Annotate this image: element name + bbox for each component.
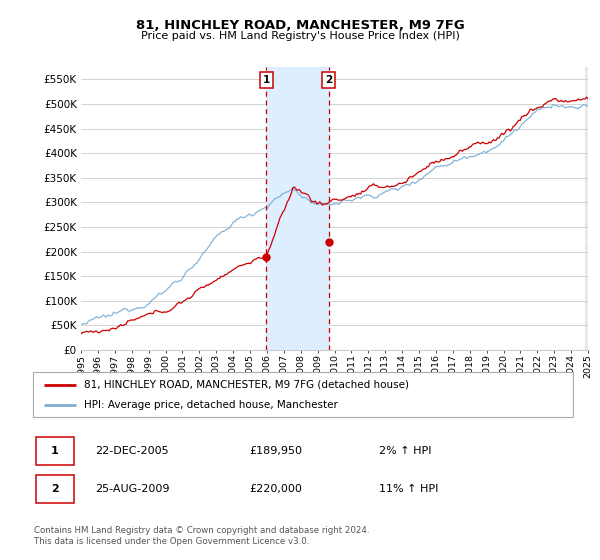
Text: HPI: Average price, detached house, Manchester: HPI: Average price, detached house, Manc… xyxy=(84,400,338,410)
FancyBboxPatch shape xyxy=(36,437,74,465)
Bar xyxy=(266,67,329,350)
Text: 2: 2 xyxy=(51,484,58,494)
Text: 2: 2 xyxy=(325,75,332,85)
Text: 22-DEC-2005: 22-DEC-2005 xyxy=(95,446,169,456)
Text: 1: 1 xyxy=(263,75,270,85)
Bar xyxy=(586,67,588,350)
Text: 1: 1 xyxy=(51,446,58,456)
Text: Price paid vs. HM Land Registry's House Price Index (HPI): Price paid vs. HM Land Registry's House … xyxy=(140,31,460,41)
Text: Contains HM Land Registry data © Crown copyright and database right 2024.
This d: Contains HM Land Registry data © Crown c… xyxy=(34,526,370,546)
Text: £189,950: £189,950 xyxy=(249,446,302,456)
Text: 25-AUG-2009: 25-AUG-2009 xyxy=(95,484,170,494)
Text: 81, HINCHLEY ROAD, MANCHESTER, M9 7FG (detached house): 81, HINCHLEY ROAD, MANCHESTER, M9 7FG (d… xyxy=(84,380,409,390)
Text: 11% ↑ HPI: 11% ↑ HPI xyxy=(379,484,438,494)
Text: 81, HINCHLEY ROAD, MANCHESTER, M9 7FG: 81, HINCHLEY ROAD, MANCHESTER, M9 7FG xyxy=(136,19,464,32)
Text: 2% ↑ HPI: 2% ↑ HPI xyxy=(379,446,431,456)
FancyBboxPatch shape xyxy=(36,475,74,503)
FancyBboxPatch shape xyxy=(33,372,573,417)
Text: £220,000: £220,000 xyxy=(249,484,302,494)
